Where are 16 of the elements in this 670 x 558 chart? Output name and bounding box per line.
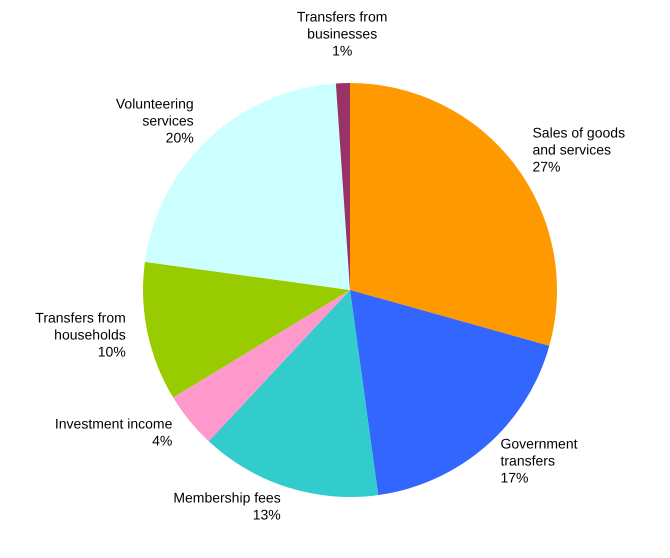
- slice-label: Transfers from businesses: [296, 8, 388, 42]
- data-label: 1%: [332, 42, 352, 58]
- slice-label: Volunteering services: [116, 95, 194, 128]
- pie-slice: [173, 290, 350, 442]
- data-label: 27%: [532, 158, 560, 174]
- slice-label: Transfers from households: [35, 309, 126, 342]
- slice-label: Investment income: [54, 416, 173, 432]
- data-label: 17%: [500, 469, 529, 486]
- slice-label: Sales of goods and services: [532, 124, 626, 158]
- data-label: 4%: [152, 432, 172, 449]
- data-label: 20%: [166, 129, 194, 146]
- slice-label: Membership fees: [173, 489, 281, 506]
- slice-label: Government transfers: [500, 435, 578, 468]
- pie-slice: [143, 262, 350, 398]
- data-label: 13%: [252, 506, 281, 522]
- data-label: 10%: [98, 343, 126, 360]
